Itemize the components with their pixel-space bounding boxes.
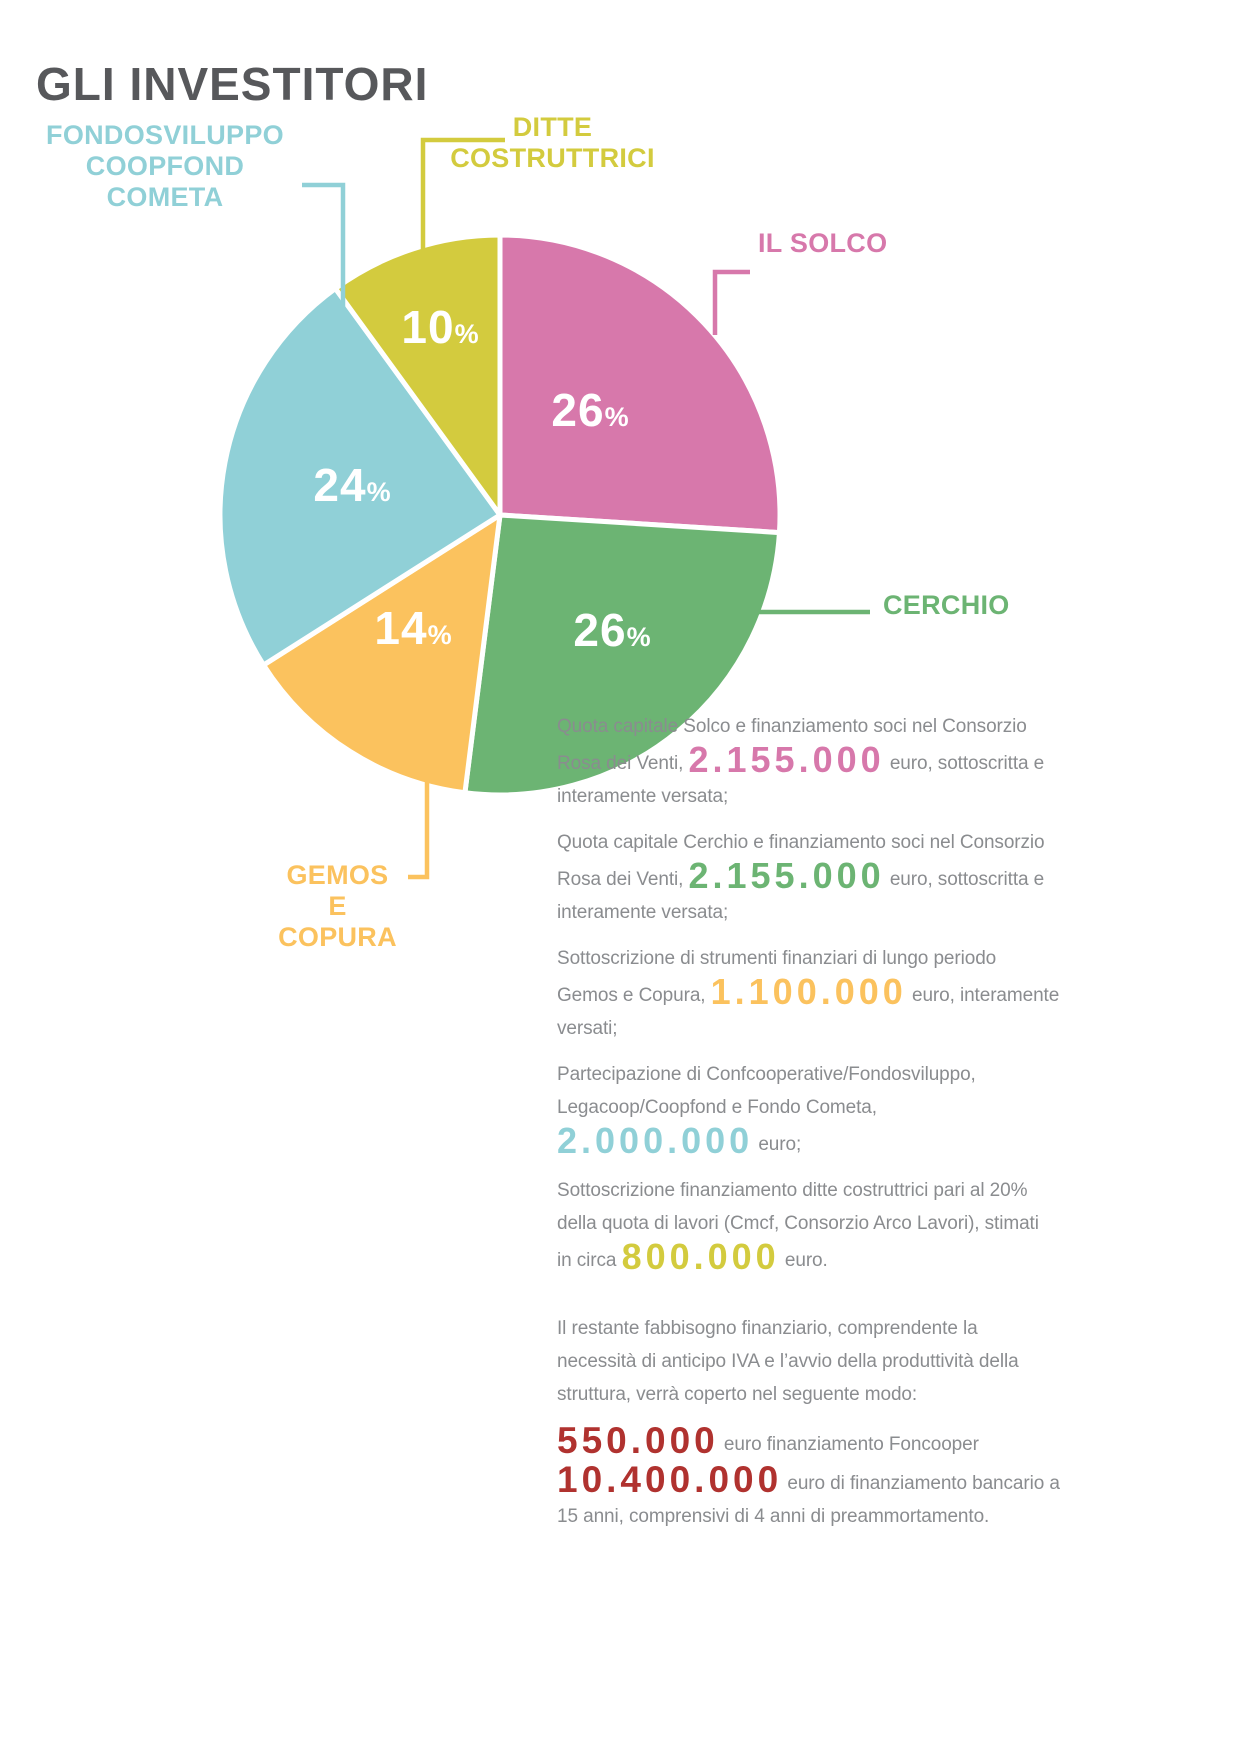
paragraph-text: euro di finanziamento bancario a 15 anni… [557,1473,1060,1527]
pct-label-cerchio: 26% [573,603,650,657]
financing-line-foncooper: 550.000 euro finanziamento Foncooper [557,1422,1187,1461]
paragraph-text: euro; [753,1134,802,1155]
pct-value: 24 [313,459,367,511]
amount-gemos-copura: 1.100.000 [710,971,907,1012]
amount-cerchio: 2.155.000 [688,855,885,896]
investment-paragraph-ditte: Sottoscrizione finanziamento ditte costr… [557,1174,1187,1277]
investment-paragraph-solco: Quota capitale Solco e finanziamento soc… [557,710,1187,813]
slice-label-il-solco: IL SOLCO [758,228,888,258]
connector-fondosviluppo [302,182,346,345]
amount-bank-loan: 10.400.000 [557,1459,783,1500]
connector-ditte-costruttrici [420,137,505,285]
investors-pie-chart [217,137,870,880]
pct-value: 10 [401,301,455,353]
paragraph-text: Quota capitale Solco e finanziamento soc… [557,716,1027,774]
percent-sign: % [626,622,651,652]
amount-foncooper: 550.000 [557,1420,719,1461]
percent-sign: % [604,402,629,432]
slice-label-ditte-costruttrici: DITTE COSTRUTTRICI [450,112,655,173]
paragraph-text: Partecipazione di Confcooperative/Fondos… [557,1064,976,1118]
paragraph-text: Sottoscrizione finanziamento ditte costr… [557,1180,1039,1271]
connector-gemos-e-copura [408,775,430,880]
financing-line-bank: 10.400.000 euro di finanziamento bancari… [557,1461,1187,1533]
closing-intro: Il restante fabbisogno finanziario, comp… [557,1318,1019,1405]
paragraph-text: Sottoscrizione di strumenti finanziari d… [557,948,997,1006]
investment-details: Quota capitale Solco e finanziamento soc… [557,710,1187,1535]
amount-solco: 2.155.000 [688,739,885,780]
paragraph-text: euro, interamente versati; [557,985,1060,1039]
pct-value: 26 [573,604,627,656]
pct-value: 26 [551,384,605,436]
pct-value: 14 [374,602,428,654]
pie-slice-fondosviluppo-coopfond-cometa [217,285,503,668]
paragraph-text: euro finanziamento Foncooper [718,1434,979,1455]
amount-ditte: 800.000 [621,1236,780,1277]
connector-il-solco [712,269,750,335]
paragraph-text: euro, sottoscritta e interamente versata… [557,869,1045,923]
slice-label-gemos-e-copura: GEMOS E COPURA [278,860,397,952]
pie-slice-il-solco [497,232,783,536]
pie-slice-cerchio [462,512,782,798]
slice-label-fondosviluppo: FONDOSVILUPPO COOPFOND COMETA [46,120,284,212]
investment-paragraph-gemos-copura: Sottoscrizione di strumenti finanziari d… [557,942,1187,1045]
pie-slice-gemos-e-copura [261,512,503,796]
investment-paragraph-fondosviluppo: Partecipazione di Confcooperative/Fondos… [557,1058,1187,1161]
pct-label-gemos-e-copura: 14% [374,601,451,655]
percent-sign: % [366,477,391,507]
paragraph-text: euro. [779,1250,828,1271]
pct-label-il-solco: 26% [551,383,628,437]
paragraph-text: Quota capitale Cerchio e finanziamento s… [557,832,1045,890]
slice-label-cerchio: CERCHIO [883,590,1010,620]
page-title: GLI INVESTITORI [36,57,429,110]
pct-label-ditte-costruttrici: 10% [401,300,478,354]
amount-fondosviluppo: 2.000.000 [557,1120,754,1161]
paragraph-text: euro, sottoscritta e interamente versata… [557,753,1045,807]
investment-paragraph-cerchio: Quota capitale Cerchio e finanziamento s… [557,826,1187,929]
percent-sign: % [454,319,479,349]
percent-sign: % [427,620,452,650]
pct-label-fondosviluppo: 24% [313,458,390,512]
